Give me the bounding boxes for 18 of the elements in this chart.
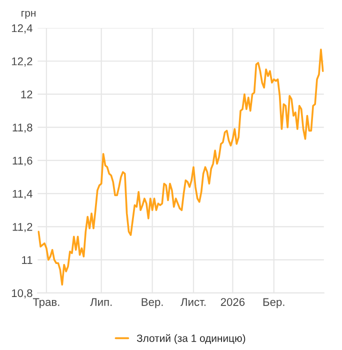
legend-label: Злотий (за 1 одиницю) — [136, 334, 246, 344]
y-tick-label: 12,4 — [12, 24, 32, 34]
y-tick-label: 12,2 — [12, 57, 32, 67]
y-tick-label: 12 — [21, 90, 32, 98]
y-tick-label: 11,2 — [12, 222, 32, 232]
line-series — [38, 48, 324, 286]
y-tick-label: 11,4 — [12, 190, 32, 200]
x-tick-label: Трав. — [32, 298, 60, 308]
y-tick-label: 11,8 — [12, 124, 32, 133]
x-tick-label: Лист. — [180, 298, 206, 306]
y-tick-label: 11 — [22, 256, 32, 264]
x-tick-label: Вер. — [142, 298, 163, 308]
y-tick-label: 11,6 — [12, 156, 32, 166]
x-tick-label: Бер. — [263, 298, 284, 308]
y-tick-label: 10,8 — [12, 289, 32, 298]
y-axis-title: грн — [22, 10, 36, 19]
x-tick-label: 2026 — [220, 298, 245, 306]
x-tick-label: Лип. — [90, 298, 112, 306]
